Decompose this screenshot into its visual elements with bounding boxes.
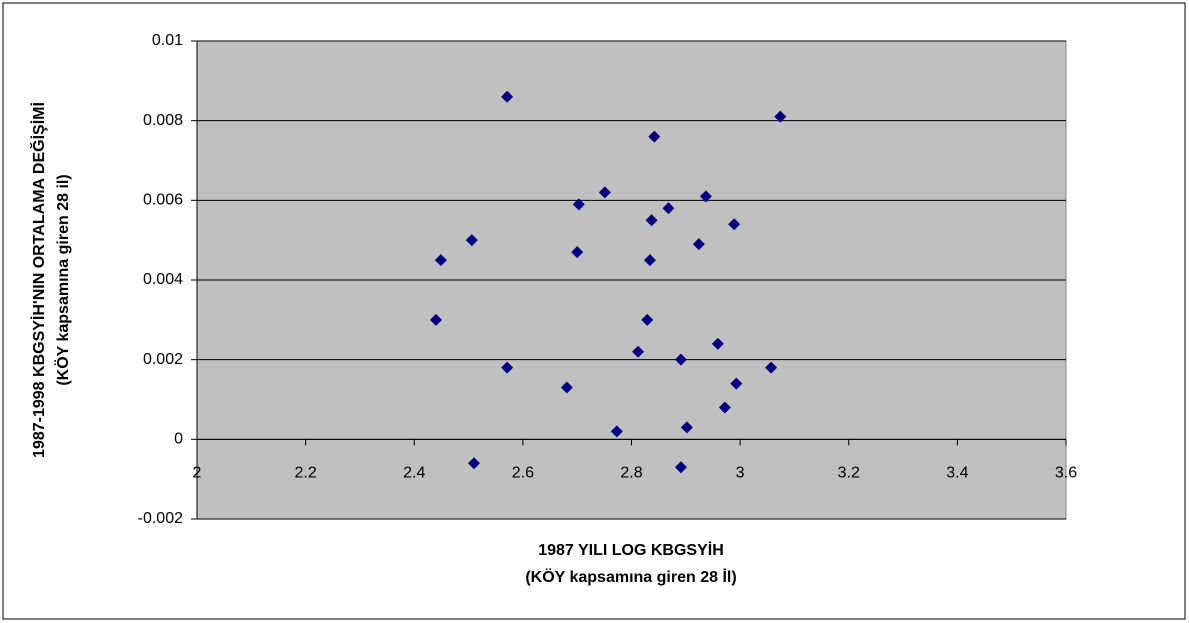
marker: [465, 234, 478, 247]
marker: [674, 353, 687, 366]
marker: [648, 130, 661, 143]
x-tick-label: 2.2: [295, 465, 317, 482]
marker: [662, 202, 675, 215]
marker: [728, 218, 741, 231]
y-axis-title: (KÖY kapsamına giren 28 il): [53, 174, 72, 385]
marker: [774, 110, 787, 123]
marker: [641, 313, 654, 326]
x-tick-label: 2.8: [620, 465, 642, 482]
marker: [467, 457, 480, 470]
x-axis-title: (KÖY kapsamına giren 28 İl): [525, 567, 736, 586]
x-tick-label: 3.6: [1055, 465, 1077, 482]
marker: [560, 381, 573, 394]
marker: [711, 337, 724, 350]
y-tick-label: 0: [174, 431, 183, 448]
x-tick-label: 2: [193, 465, 202, 482]
marker: [429, 313, 442, 326]
marker: [643, 254, 656, 267]
marker: [699, 190, 712, 203]
y-tick-label: 0.008: [143, 112, 183, 129]
marker: [501, 90, 514, 103]
marker: [598, 186, 611, 199]
marker: [434, 254, 447, 267]
marker: [632, 345, 645, 358]
y-tick-label: -0.002: [138, 510, 183, 527]
marker: [645, 214, 658, 227]
marker: [765, 361, 778, 374]
marker: [571, 246, 584, 259]
y-tick-label: 0.01: [152, 32, 183, 49]
y-axis-title: 1987-1998 KBGSYİH'NIN ORTALAMA DEĞİŞİMİ: [29, 102, 48, 458]
marker: [610, 425, 623, 438]
x-tick-label: 2.6: [512, 465, 534, 482]
x-tick-label: 2.4: [403, 465, 425, 482]
y-tick-label: 0.002: [143, 351, 183, 368]
x-tick-label: 3: [736, 465, 745, 482]
marker: [692, 238, 705, 251]
y-tick-label: 0.006: [143, 192, 183, 209]
x-tick-label: 3.2: [838, 465, 860, 482]
marker: [680, 421, 693, 434]
marker: [501, 361, 514, 374]
x-tick-label: 3.4: [946, 465, 968, 482]
marker: [730, 377, 743, 390]
x-axis-title: 1987 YILI LOG KBGSYİH: [538, 541, 724, 559]
marker: [674, 461, 687, 474]
marker: [572, 198, 585, 211]
y-tick-label: 0.004: [143, 271, 183, 288]
marker: [718, 401, 731, 414]
